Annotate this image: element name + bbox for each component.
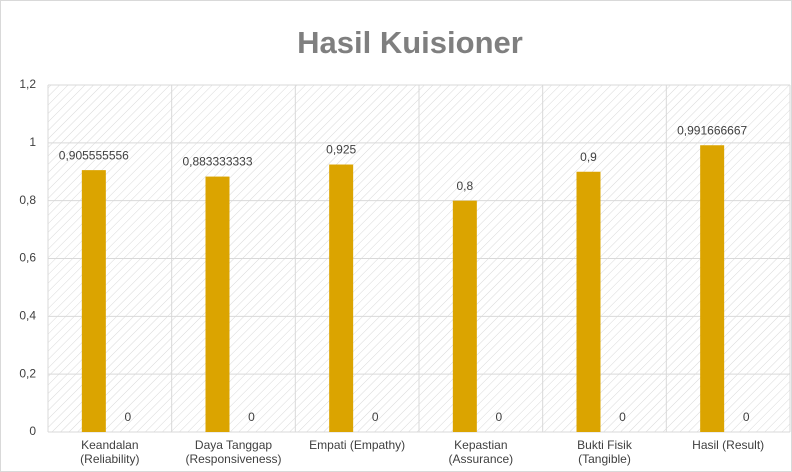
x-tick-label-line: Keandalan <box>81 438 138 452</box>
data-label: 0,905555556 <box>59 148 129 162</box>
x-tick-label-line: (Reliability) <box>80 452 139 466</box>
bar <box>700 145 725 433</box>
bar <box>576 171 601 432</box>
data-label: 0 <box>743 410 750 424</box>
data-label: 0 <box>124 410 131 424</box>
bar <box>452 200 477 432</box>
y-tick-label: 0 <box>29 424 36 438</box>
x-tick-label-line: Daya Tanggap <box>195 438 273 452</box>
x-tick-label-line: (Assurance) <box>448 452 513 466</box>
x-tick-label: Keandalan (Reliability) <box>80 438 139 466</box>
y-tick-label: 1 <box>29 135 36 149</box>
bar <box>205 176 230 432</box>
data-label: 0 <box>372 410 379 424</box>
y-tick-label: 0,2 <box>19 366 36 380</box>
x-tick-label: Empati (Empathy) <box>309 438 405 452</box>
data-label: 0 <box>495 410 502 424</box>
x-tick-label: Hasil (Result) <box>692 438 764 452</box>
bar <box>81 170 106 432</box>
y-tick-label: 0,6 <box>19 251 36 265</box>
x-tick-label: Daya Tanggap (Responsiveness) <box>185 438 281 466</box>
x-tick-label-line: Bukti Fisik <box>577 438 633 452</box>
y-tick-label: 1,2 <box>19 77 36 91</box>
data-label: 0,991666667 <box>677 123 747 137</box>
chart-title: Hasil Kuisioner <box>297 25 523 60</box>
x-tick-label: Bukti Fisik (Tangible) <box>577 438 633 466</box>
data-label: 0 <box>619 410 626 424</box>
y-tick-label: 0,8 <box>19 193 36 207</box>
x-tick-label-line: Kepastian <box>454 438 507 452</box>
data-label: 0,9 <box>580 150 597 164</box>
data-label: 0,925 <box>326 143 356 157</box>
data-label: 0,883333333 <box>182 155 252 169</box>
x-tick-label-line: Empati (Empathy) <box>309 438 405 452</box>
x-tick-label-line: (Responsiveness) <box>185 452 281 466</box>
x-tick-label-line: (Tangible) <box>578 452 631 466</box>
bar <box>329 164 354 433</box>
data-label: 0 <box>248 410 255 424</box>
y-tick-label: 0,4 <box>19 309 36 323</box>
x-tick-label-line: Hasil (Result) <box>692 438 764 452</box>
x-tick-label: Kepastian (Assurance) <box>448 438 513 466</box>
data-label: 0,8 <box>456 179 473 193</box>
